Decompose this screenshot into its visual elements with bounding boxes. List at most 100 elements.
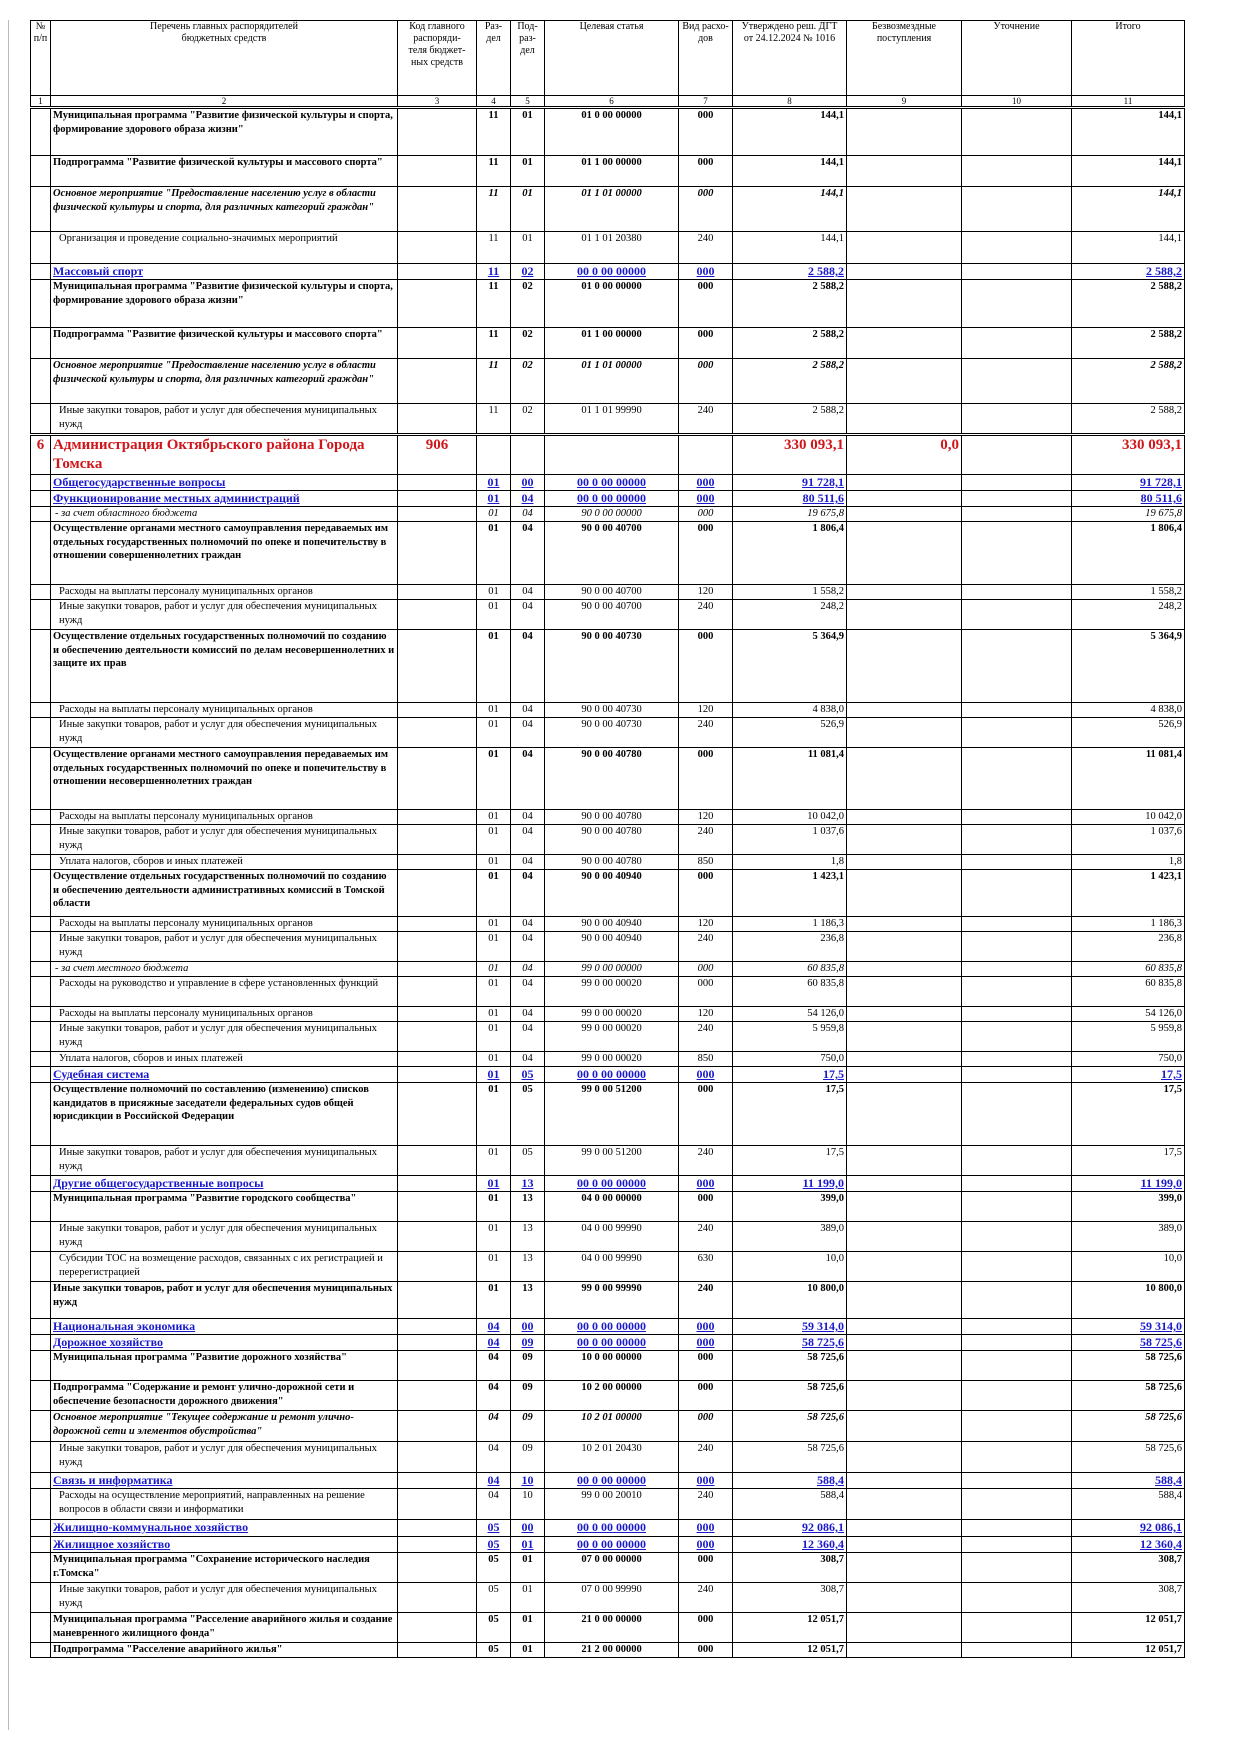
cell-col-clarification (961, 599, 1072, 630)
table-row: Иные закупки товаров, работ и услуг для … (30, 717, 1185, 748)
column-number-4: 4 (476, 95, 511, 109)
cell-col-name: Иные закупки товаров, работ и услуг для … (50, 1145, 398, 1176)
cell-col-section: 01 (476, 584, 511, 600)
table-row: Функционирование местных администраций 01… (30, 490, 1185, 507)
cell-col-clarification (961, 1350, 1072, 1381)
table-row: Муниципальная программа "Развитие физиче… (30, 279, 1185, 328)
cell-col-gr-code (397, 1612, 477, 1643)
cell-col-exp-type: 240 (678, 403, 733, 435)
cell-col-num (30, 263, 51, 280)
cell-col-exp-type: 000 (678, 869, 733, 917)
cell-col-grants (846, 1191, 962, 1222)
cell-col-gr-code (397, 976, 477, 1007)
table-row: Иные закупки товаров, работ и услуг для … (30, 824, 1185, 855)
cell-col-name: Администрация Октябрьского района Города… (50, 433, 398, 475)
column-number-8: 8 (732, 95, 847, 109)
cell-col-section: 04 (476, 1318, 511, 1335)
header-col-clarification: Уточнение (961, 20, 1072, 96)
cell-col-subsection: 10 (510, 1488, 545, 1520)
cell-col-approved: 1 423,1 (732, 869, 847, 917)
cell-col-gr-code (397, 1318, 477, 1335)
cell-col-grants (846, 869, 962, 917)
cell-col-section: 01 (476, 1066, 511, 1083)
cell-col-approved: 11 199,0 (732, 1175, 847, 1192)
cell-col-subsection: 01 (510, 1536, 545, 1553)
table-row: Муниципальная программа "Развитие городс… (30, 1191, 1185, 1222)
cell-col-total: 58 725,6 (1071, 1380, 1185, 1411)
cell-col-clarification (961, 1536, 1072, 1553)
cell-col-exp-type: 000 (678, 186, 733, 232)
cell-col-num: 6 (30, 433, 51, 475)
cell-col-grants (846, 976, 962, 1007)
cell-col-section: 01 (476, 1006, 511, 1022)
header-col-grants: Безвозмездные поступления (846, 20, 962, 96)
cell-col-subsection: 09 (510, 1334, 545, 1351)
column-number-row: 1 2 3 4 5 6 7 8 9 10 11 (30, 95, 1185, 109)
cell-col-gr-code (397, 961, 477, 977)
cell-col-subsection: 01 (510, 155, 545, 187)
table-row: Осуществление органами местного самоупра… (30, 521, 1185, 585)
cell-col-gr-code (397, 474, 477, 491)
cell-col-total: 10 800,0 (1071, 1281, 1185, 1319)
cell-col-total: 1,8 (1071, 854, 1185, 870)
cell-col-subsection: 04 (510, 506, 545, 522)
cell-col-section: 11 (476, 155, 511, 187)
cell-col-section: 04 (476, 1488, 511, 1520)
table-row: Субсидии ТОС на возмещение расходов, свя… (30, 1251, 1185, 1282)
cell-col-exp-type: 240 (678, 599, 733, 630)
cell-col-section: 05 (476, 1612, 511, 1643)
cell-col-target: 00 0 00 00000 (544, 1519, 679, 1537)
cell-col-gr-code (397, 1488, 477, 1520)
header-col-exp-type: Вид расхо- дов (678, 20, 733, 96)
cell-col-subsection: 04 (510, 702, 545, 718)
cell-col-num (30, 1612, 51, 1643)
cell-col-gr-code (397, 824, 477, 855)
cell-col-total: 144,1 (1071, 231, 1185, 264)
cell-col-approved: 91 728,1 (732, 474, 847, 491)
cell-col-gr-code (397, 1519, 477, 1537)
cell-col-exp-type: 000 (678, 263, 733, 280)
cell-col-total: 12 051,7 (1071, 1642, 1185, 1658)
table-row: Муниципальная программа "Сохранение исто… (30, 1552, 1185, 1583)
cell-col-exp-type: 630 (678, 1251, 733, 1282)
cell-col-approved: 58 725,6 (732, 1380, 847, 1411)
cell-col-target: 00 0 00 00000 (544, 263, 679, 280)
cell-col-num (30, 1251, 51, 1282)
cell-col-gr-code (397, 358, 477, 404)
cell-col-grants (846, 1350, 962, 1381)
cell-col-num (30, 1488, 51, 1520)
cell-col-exp-type: 240 (678, 1221, 733, 1252)
cell-col-subsection: 04 (510, 976, 545, 1007)
cell-col-exp-type: 000 (678, 1552, 733, 1583)
cell-col-num (30, 186, 51, 232)
cell-col-exp-type: 240 (678, 931, 733, 962)
cell-col-total: 308,7 (1071, 1582, 1185, 1613)
cell-col-num (30, 1519, 51, 1537)
cell-col-clarification (961, 1642, 1072, 1658)
cell-col-grants (846, 186, 962, 232)
column-number-9: 9 (846, 95, 962, 109)
cell-col-section (476, 433, 511, 475)
cell-col-grants (846, 1380, 962, 1411)
table-header-row: № п/п Перечень главных распорядителей бюд… (30, 20, 1185, 96)
cell-col-name: Расходы на выплаты персоналу муниципальн… (50, 1006, 398, 1022)
cell-col-name: Осуществление органами местного самоупра… (50, 747, 398, 810)
cell-col-total: 588,4 (1071, 1488, 1185, 1520)
cell-col-num (30, 599, 51, 630)
cell-col-total: 144,1 (1071, 107, 1185, 156)
cell-col-grants (846, 747, 962, 810)
cell-col-clarification (961, 629, 1072, 703)
cell-col-approved: 17,5 (732, 1082, 847, 1146)
cell-col-gr-code (397, 155, 477, 187)
cell-col-approved: 308,7 (732, 1582, 847, 1613)
table-row: Подпрограмма "Содержание и ремонт улично… (30, 1380, 1185, 1411)
cell-col-subsection: 09 (510, 1410, 545, 1442)
cell-col-target: 00 0 00 00000 (544, 1536, 679, 1553)
column-number-6: 6 (544, 95, 679, 109)
cell-col-exp-type: 000 (678, 1472, 733, 1489)
cell-col-approved: 144,1 (732, 107, 847, 156)
cell-col-grants (846, 961, 962, 977)
cell-col-grants (846, 327, 962, 359)
cell-col-grants (846, 931, 962, 962)
page-edge-rule (8, 20, 9, 1730)
